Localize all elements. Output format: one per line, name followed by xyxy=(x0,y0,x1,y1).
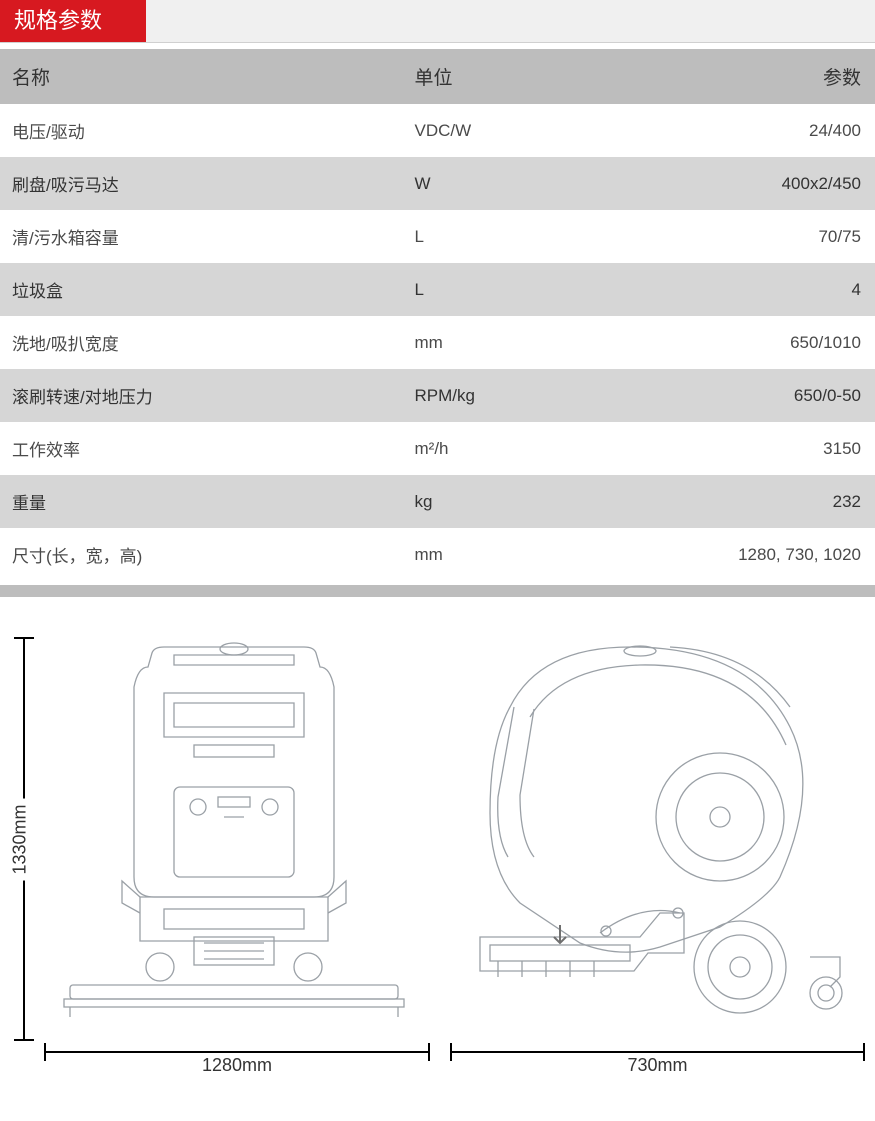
table-row: 工作效率m²/h3150 xyxy=(0,422,875,475)
side-view-drawing xyxy=(450,637,860,1037)
dim-height-label: 1330mm xyxy=(10,798,31,880)
th-name: 名称 xyxy=(0,49,403,104)
cell-name: 滚刷转速/对地压力 xyxy=(0,369,403,422)
front-view-drawing xyxy=(44,637,424,1037)
table-row: 尺寸(长，宽，高)mm1280, 730, 1020 xyxy=(0,528,875,581)
cell-value: 650/0-50 xyxy=(613,369,875,422)
cell-name: 清/污水箱容量 xyxy=(0,210,403,263)
cell-unit: VDC/W xyxy=(403,104,613,157)
cell-name: 垃圾盒 xyxy=(0,263,403,316)
cell-name: 尺寸(长，宽，高) xyxy=(0,528,403,581)
cell-value: 70/75 xyxy=(613,210,875,263)
table-row: 滚刷转速/对地压力RPM/kg650/0-50 xyxy=(0,369,875,422)
cell-name: 刷盘/吸污马达 xyxy=(0,157,403,210)
table-row: 电压/驱动VDC/W24/400 xyxy=(0,104,875,157)
dim-front-width: 1280mm xyxy=(44,1041,430,1081)
cell-unit: L xyxy=(403,263,613,316)
cell-name: 工作效率 xyxy=(0,422,403,475)
table-row: 刷盘/吸污马达W400x2/450 xyxy=(0,157,875,210)
dim-side-width: 730mm xyxy=(450,1041,865,1081)
th-value: 参数 xyxy=(613,49,875,104)
drawings-area: 1330mm xyxy=(0,597,875,1101)
side-view-panel: 730mm xyxy=(450,637,865,1081)
cell-value: 3150 xyxy=(613,422,875,475)
dim-height: 1330mm xyxy=(10,637,38,1041)
cell-value: 4 xyxy=(613,263,875,316)
section-title: 规格参数 xyxy=(0,0,146,42)
table-row: 清/污水箱容量L70/75 xyxy=(0,210,875,263)
cell-value: 400x2/450 xyxy=(613,157,875,210)
cell-unit: RPM/kg xyxy=(403,369,613,422)
cell-unit: kg xyxy=(403,475,613,528)
cell-unit: mm xyxy=(403,316,613,369)
cell-unit: L xyxy=(403,210,613,263)
table-row: 洗地/吸扒宽度mm650/1010 xyxy=(0,316,875,369)
cell-name: 电压/驱动 xyxy=(0,104,403,157)
cell-name: 洗地/吸扒宽度 xyxy=(0,316,403,369)
th-unit: 单位 xyxy=(403,49,613,104)
cell-unit: mm xyxy=(403,528,613,581)
table-header-row: 名称 单位 参数 xyxy=(0,49,875,104)
table-row: 重量kg232 xyxy=(0,475,875,528)
cell-value: 24/400 xyxy=(613,104,875,157)
dim-front-width-label: 1280mm xyxy=(44,1055,430,1076)
dim-side-width-label: 730mm xyxy=(450,1055,865,1076)
spec-table: 名称 单位 参数 电压/驱动VDC/W24/400刷盘/吸污马达W400x2/4… xyxy=(0,49,875,581)
cell-name: 重量 xyxy=(0,475,403,528)
title-bar-filler xyxy=(146,0,875,42)
cell-value: 1280, 730, 1020 xyxy=(613,528,875,581)
cell-unit: W xyxy=(403,157,613,210)
cell-unit: m²/h xyxy=(403,422,613,475)
section-divider xyxy=(0,585,875,597)
cell-value: 650/1010 xyxy=(613,316,875,369)
section-title-bar: 规格参数 xyxy=(0,0,875,43)
front-view-panel: 1330mm xyxy=(10,637,430,1081)
cell-value: 232 xyxy=(613,475,875,528)
table-row: 垃圾盒L4 xyxy=(0,263,875,316)
